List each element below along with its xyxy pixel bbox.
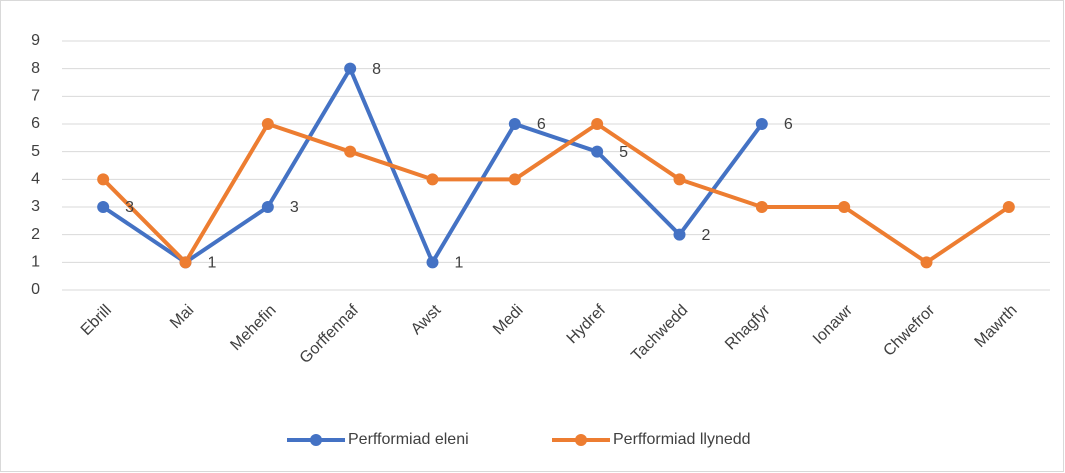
data-label: 8: [372, 61, 381, 78]
marker: [97, 173, 110, 186]
marker: [591, 118, 604, 130]
marker: [261, 201, 274, 213]
marker: [673, 228, 686, 241]
marker: [755, 201, 768, 213]
marker: [344, 62, 357, 75]
y-tick-label: 0: [31, 281, 40, 298]
marker: [673, 173, 686, 186]
y-tick-label: 1: [31, 254, 40, 271]
marker: [508, 173, 521, 186]
y-tick-label: 8: [31, 60, 40, 77]
marker: [261, 118, 274, 130]
legend-marker: [575, 434, 587, 446]
data-label: 3: [125, 199, 134, 216]
marker: [755, 118, 768, 130]
data-label: 6: [784, 116, 793, 133]
y-tick-label: 4: [31, 171, 40, 188]
y-tick-label: 2: [31, 226, 40, 243]
legend-marker: [310, 434, 322, 446]
marker: [426, 173, 439, 186]
data-label: 1: [455, 255, 464, 272]
data-label: 2: [702, 227, 711, 244]
marker: [838, 201, 851, 213]
marker: [426, 256, 439, 269]
y-tick-label: 3: [31, 198, 40, 215]
marker: [591, 145, 604, 158]
y-tick-label: 5: [31, 143, 40, 160]
marker: [1002, 201, 1015, 213]
data-label: 3: [290, 199, 299, 216]
marker: [344, 145, 357, 158]
data-label: 6: [537, 116, 546, 133]
series-line: [101, 122, 1010, 265]
y-tick-label: 6: [31, 115, 40, 132]
y-tick-label: 7: [31, 88, 40, 105]
marker: [179, 256, 192, 269]
legend-label: Perfformiad llynedd: [613, 431, 751, 448]
marker: [920, 256, 933, 269]
y-tick-label: 9: [31, 32, 40, 49]
data-label: 1: [208, 255, 217, 272]
marker: [97, 201, 110, 213]
data-label: 5: [619, 144, 628, 161]
marker: [508, 118, 521, 130]
legend-label: Perfformiad eleni: [348, 431, 469, 448]
